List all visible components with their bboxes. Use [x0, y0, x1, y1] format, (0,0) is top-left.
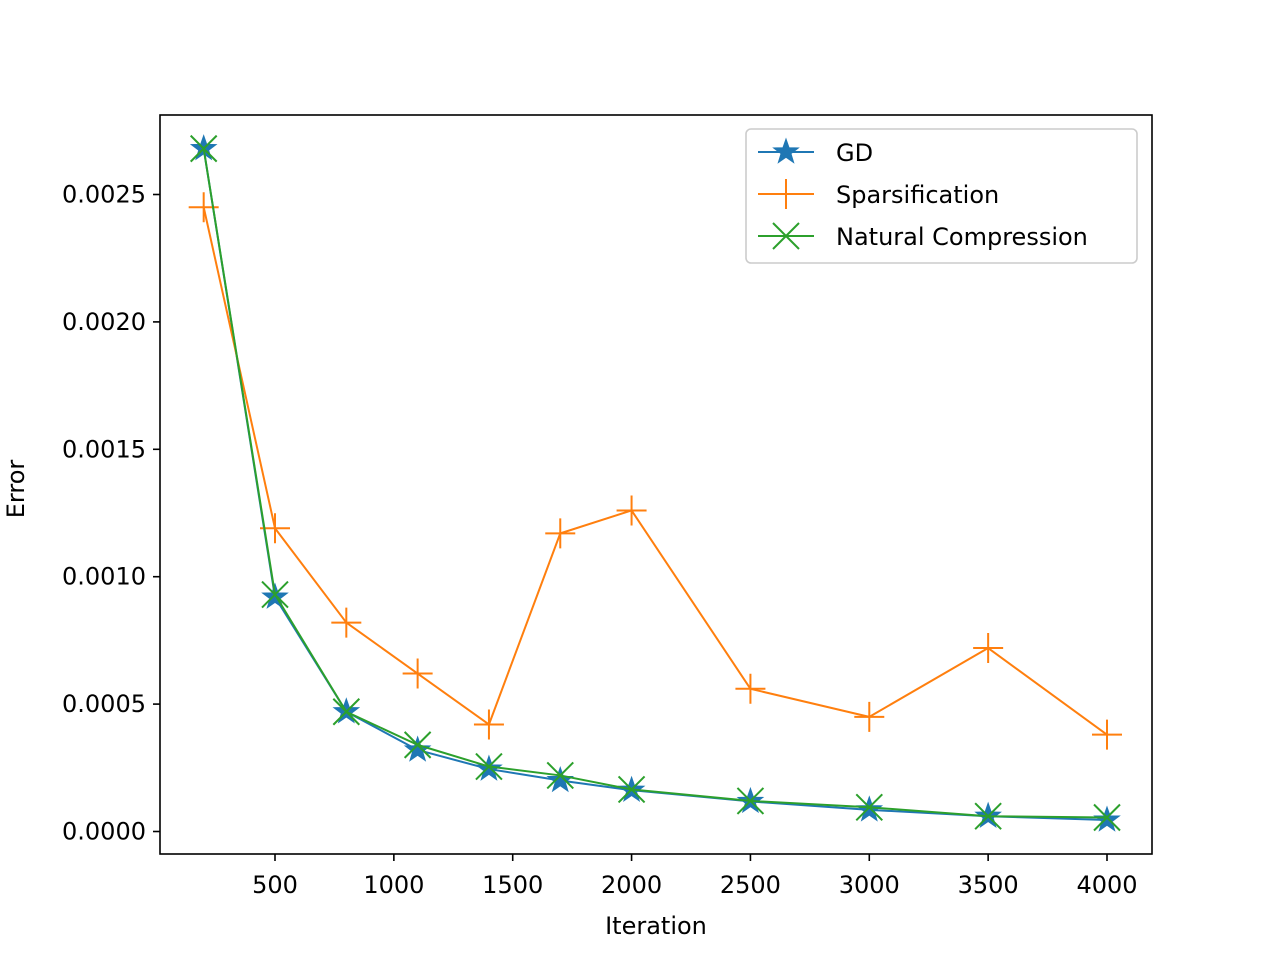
series-natural-compression: [189, 134, 1121, 832]
series-line: [202, 207, 1108, 736]
data-point: [332, 698, 361, 726]
data-point: [473, 709, 504, 740]
x-tick-label: 1500: [482, 871, 543, 899]
x-tick-label: 3500: [958, 871, 1019, 899]
y-axis: 0.0000 0.0005 0.0010 0.0015 0.0020 0.0025: [62, 181, 160, 846]
legend-marker: [771, 179, 801, 209]
data-point: [546, 766, 575, 793]
data-point: [616, 495, 647, 526]
data-point: [855, 793, 883, 822]
y-tick-label: 0.0010: [62, 563, 146, 591]
x-tick-label: 1000: [363, 871, 424, 899]
x-tick-label: 2000: [601, 871, 662, 899]
data-point: [617, 775, 646, 804]
legend-label: Sparsification: [836, 181, 999, 209]
data-point: [1092, 719, 1122, 750]
data-point: [545, 518, 576, 549]
series-sparsification: [188, 192, 1122, 750]
data-point: [546, 761, 574, 790]
data-point: [736, 787, 765, 815]
legend-box: [745, 128, 1138, 264]
data-point: [403, 731, 432, 759]
legend-marker: [772, 222, 800, 250]
y-tick-label: 0.0000: [62, 818, 146, 846]
x-tick-label: 500: [252, 871, 298, 899]
legend: GD Sparsification Natural Compression: [745, 128, 1138, 264]
y-tick-label: 0.0025: [62, 181, 146, 209]
legend-item: Natural Compression: [758, 222, 1088, 251]
legend-marker: [772, 137, 800, 164]
legend-item: GD: [758, 137, 873, 167]
y-tick-label: 0.0020: [62, 308, 146, 336]
data-point: [854, 701, 885, 732]
x-axis: 500 1000 1500 2000 2500 3000 3500 4000: [252, 854, 1138, 899]
legend-item: Sparsification: [758, 179, 999, 209]
legend-label: GD: [836, 139, 873, 167]
series-layer: [188, 134, 1122, 832]
y-tick-label: 0.0015: [62, 435, 146, 463]
data-point: [189, 134, 218, 163]
data-point: [974, 802, 1002, 830]
x-tick-label: 3000: [839, 871, 900, 899]
y-axis-label: Error: [2, 460, 30, 519]
data-point: [973, 633, 1004, 664]
data-point: [331, 607, 362, 638]
plot-frame: [159, 114, 1153, 855]
data-point: [735, 673, 766, 704]
x-tick-label: 4000: [1076, 871, 1137, 899]
data-point: [1093, 803, 1121, 832]
y-tick-label: 0.0005: [62, 690, 146, 718]
data-point: [475, 752, 503, 781]
data-point: [403, 735, 432, 762]
x-axis-label: Iteration: [605, 912, 707, 940]
legend-label: Natural Compression: [836, 223, 1088, 251]
data-point: [261, 580, 289, 609]
data-point: [402, 658, 433, 689]
x-tick-label: 2500: [720, 871, 781, 899]
